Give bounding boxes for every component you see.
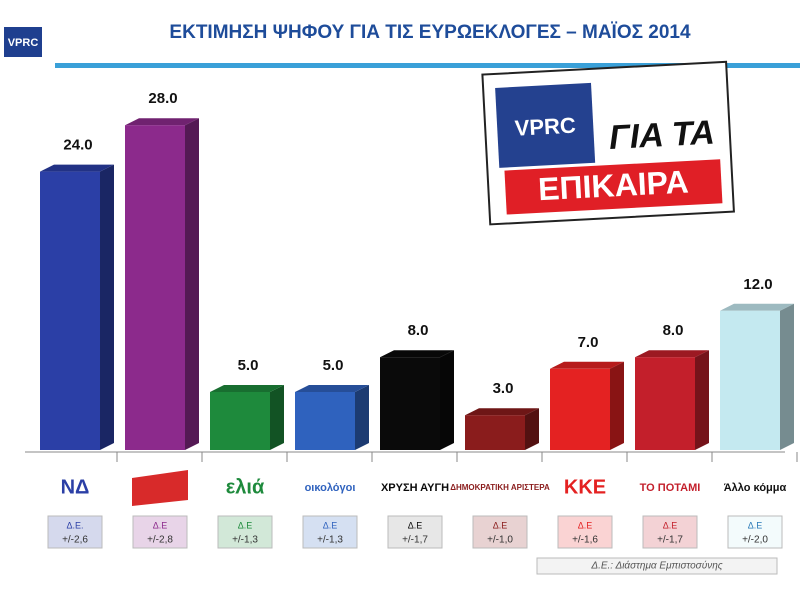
bar-top <box>40 164 114 172</box>
ci-head: Δ.Ε <box>748 520 763 530</box>
badge-logo <box>495 82 596 168</box>
badge-brand: VPRC <box>514 113 576 141</box>
bar <box>635 357 695 450</box>
bar-side <box>270 385 284 450</box>
bar <box>550 368 610 450</box>
value-label: 12.0 <box>743 276 772 293</box>
bar <box>295 392 355 450</box>
ci-head: Δ.Ε. <box>66 520 83 530</box>
category-label: ΔΗΜΟΚΡΑΤΙΚΗ ΑΡΙΣΤΕΡΑ <box>450 483 550 492</box>
value-label: 7.0 <box>578 334 599 351</box>
bar-side <box>525 408 539 450</box>
value-label: 3.0 <box>493 380 514 397</box>
ci-margin: +/-1,3 <box>232 535 258 546</box>
bar-top <box>550 361 624 369</box>
bar-side <box>100 164 114 450</box>
category-label: ΚΚΕ <box>564 476 606 498</box>
ci-box <box>387 515 443 549</box>
ci-head: Δ.Ε <box>663 520 678 530</box>
badge: VPRC ΓΙΑ ΤΑ ΕΠΙΚΑΙΡΑ <box>481 60 735 226</box>
ci-head: Δ.Ε <box>493 520 508 530</box>
bar-top <box>720 303 794 311</box>
badge-line1: ΓΙΑ ΤΑ <box>608 114 716 157</box>
bar-side <box>695 350 709 450</box>
badge-line2: ΕΠΙΚΑΙΡΑ <box>537 163 689 207</box>
category-label: Άλλο κόμμα <box>724 482 787 494</box>
ci-margin: +/-2,0 <box>742 535 768 546</box>
category-label: ελιά <box>226 476 265 498</box>
brand-text: VPRC <box>8 37 39 49</box>
ci-box <box>47 515 103 549</box>
ci-head: Δ.Ε <box>238 520 253 530</box>
ci-box <box>557 515 613 549</box>
category-label: ΝΔ <box>61 476 90 498</box>
ci-margin: +/-2,6 <box>62 535 88 546</box>
bar-side <box>185 118 199 450</box>
ci-head: Δ.Ε <box>578 520 593 530</box>
bar <box>465 415 525 450</box>
brand-logo <box>4 27 42 57</box>
bar <box>720 310 780 450</box>
value-label: 8.0 <box>663 322 684 339</box>
bar-top <box>295 385 369 392</box>
bar-side <box>355 385 369 450</box>
category-label: ΤΟ ΠΟΤΑΜΙ <box>640 482 701 494</box>
ci-margin: +/-2,8 <box>147 535 173 546</box>
value-label: 5.0 <box>238 357 259 374</box>
bar <box>380 357 440 450</box>
bar-side <box>610 361 624 450</box>
bar-side <box>440 350 454 450</box>
ci-head: Δ.Ε <box>153 520 168 530</box>
ci-box <box>727 515 783 549</box>
ci-margin: +/-1,7 <box>657 535 683 546</box>
ci-margin: +/-1,3 <box>317 535 343 546</box>
value-label: 5.0 <box>323 357 344 374</box>
bar <box>210 392 270 450</box>
ci-head: Δ.Ε <box>408 520 423 530</box>
ci-box <box>132 515 188 549</box>
value-label: 24.0 <box>63 137 92 154</box>
title-rule <box>55 63 800 68</box>
category-label: ΧΡΥΣΗ ΑΥΓΗ <box>381 482 449 494</box>
bar-top <box>465 408 539 416</box>
bar-top <box>125 118 199 126</box>
value-label: 8.0 <box>408 322 429 339</box>
footnote: Δ.Ε.: Διάστημα Εμπιστοσύνης <box>590 560 722 572</box>
ci-box <box>642 515 698 549</box>
bar <box>125 125 185 450</box>
badge-red <box>504 159 723 215</box>
ci-margin: +/-1,7 <box>402 535 428 546</box>
bar <box>40 171 100 450</box>
bar-top <box>635 350 709 358</box>
value-label: 28.0 <box>148 90 177 107</box>
ci-margin: +/-1,6 <box>572 535 598 546</box>
ci-margin: +/-1,0 <box>487 535 513 546</box>
ci-box <box>302 515 358 549</box>
category-label: οικολόγοι <box>305 482 356 494</box>
bar-top <box>210 385 284 392</box>
ci-box <box>472 515 528 549</box>
ci-head: Δ.Ε <box>323 520 338 530</box>
bar-side <box>780 303 794 450</box>
category-logo <box>132 470 188 506</box>
chart-title: ΕΚΤΙΜΗΣΗ ΨΗΦΟΥ ΓΙΑ ΤΙΣ ΕΥΡΩΕΚΛΟΓΕΣ – ΜΑΪ… <box>169 22 691 43</box>
ci-box <box>217 515 273 549</box>
bar-top <box>380 350 454 358</box>
footnote-box <box>536 557 778 575</box>
